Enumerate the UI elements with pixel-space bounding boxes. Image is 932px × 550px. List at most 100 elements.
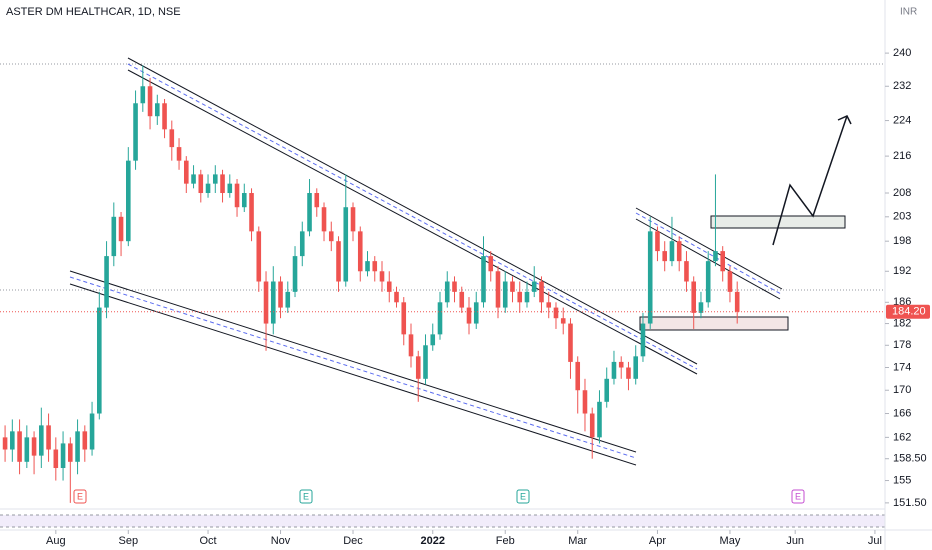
candle-body xyxy=(154,103,160,117)
candle-body xyxy=(691,281,697,313)
candle-body xyxy=(618,361,624,368)
candle-body xyxy=(495,271,501,308)
candle-body xyxy=(111,216,117,257)
candle-body xyxy=(118,216,124,242)
x-tick-label: Dec xyxy=(343,535,363,547)
event-marker xyxy=(299,489,313,504)
y-tick-label: 170 xyxy=(893,384,911,396)
candle-body xyxy=(292,256,298,292)
candle-body xyxy=(394,291,399,303)
channel-line xyxy=(127,57,698,365)
candle-body xyxy=(24,437,30,462)
candle-body xyxy=(502,281,508,308)
y-tick-label: 232 xyxy=(893,80,911,92)
y-tick-label: 174 xyxy=(893,361,911,373)
x-tick-label: May xyxy=(720,535,741,547)
chart-title: ASTER DM HEALTHCAR, 1D, NSE xyxy=(6,6,181,18)
candle-body xyxy=(597,401,602,438)
candles xyxy=(2,65,740,503)
candle-body xyxy=(2,437,8,450)
candle-body xyxy=(97,307,102,414)
candle-body xyxy=(343,207,349,282)
candle-body xyxy=(401,302,407,335)
event-marker xyxy=(791,489,805,504)
candle-body xyxy=(568,323,573,362)
candle-body xyxy=(205,183,211,194)
candle-body xyxy=(328,231,334,242)
zone-box xyxy=(639,316,789,331)
candle-body xyxy=(713,251,718,262)
channel-mid xyxy=(69,276,637,459)
candle-body xyxy=(17,431,22,462)
x-tick-label: Sep xyxy=(119,535,139,547)
channel-mid xyxy=(127,63,698,370)
channel-line xyxy=(69,270,637,453)
candle-body xyxy=(437,302,443,335)
candle-body xyxy=(640,323,646,357)
candle-body xyxy=(75,431,80,462)
candle-body xyxy=(249,193,254,232)
indicator-pane xyxy=(0,508,885,528)
candle-body xyxy=(517,291,523,303)
y-tick-label: 198 xyxy=(893,235,911,247)
candle-body xyxy=(546,302,552,308)
y-tick-label: 192 xyxy=(893,265,911,277)
drawings xyxy=(69,57,852,466)
candle-body xyxy=(611,361,617,379)
candle-body xyxy=(147,86,153,117)
candle-body xyxy=(53,449,59,469)
x-tick-label: 2022 xyxy=(421,535,445,547)
candle-body xyxy=(241,193,247,208)
candle-body xyxy=(720,251,726,272)
y-tick-label: 151.50 xyxy=(893,497,927,509)
candle-body xyxy=(524,291,530,303)
candle-body xyxy=(39,425,44,456)
candle-body xyxy=(350,207,356,232)
candle-body xyxy=(227,183,233,194)
y-tick-label: 162 xyxy=(893,431,911,443)
candle-body xyxy=(539,281,544,303)
candle-body xyxy=(698,302,704,313)
x-tick-label: Jun xyxy=(786,535,804,547)
candle-body xyxy=(321,207,327,232)
candle-body xyxy=(270,281,276,324)
projection-arrow xyxy=(772,115,848,246)
candle-body xyxy=(647,231,653,324)
x-tick-label: Aug xyxy=(46,535,66,547)
candle-body xyxy=(575,361,581,391)
x-tick-label: Apr xyxy=(649,535,666,547)
y-tick-label: 224 xyxy=(893,114,911,126)
candle-body xyxy=(676,241,682,262)
candle-body xyxy=(560,318,566,324)
x-tick-label: Mar xyxy=(568,535,587,547)
y-tick-label: 178 xyxy=(893,339,911,351)
candle-body xyxy=(299,231,305,257)
candle-body xyxy=(430,334,436,346)
candle-body xyxy=(459,291,465,308)
candle-body xyxy=(133,103,138,161)
candle-body xyxy=(104,256,109,308)
candle-body xyxy=(46,425,51,450)
y-tick-label: 155 xyxy=(893,474,911,486)
x-tick-label: Jul xyxy=(868,535,882,547)
candle-body xyxy=(198,174,204,194)
candle-body xyxy=(256,231,262,282)
arrow-head xyxy=(837,115,852,125)
price-tag-label: 184.20 xyxy=(892,306,926,318)
candle-body xyxy=(589,413,595,438)
candle-body xyxy=(386,281,392,292)
candle-body xyxy=(68,443,73,462)
candle-body xyxy=(212,174,218,184)
candle-body xyxy=(444,281,450,303)
candle-body xyxy=(415,356,421,379)
channel-line xyxy=(635,207,783,290)
candle-body xyxy=(604,378,610,402)
candle-body xyxy=(734,291,740,312)
candle-body xyxy=(553,307,559,319)
x-tick-label: Feb xyxy=(496,535,515,547)
candle-body xyxy=(582,390,588,414)
candle-body xyxy=(365,261,370,272)
y-tick-label: 182 xyxy=(893,317,911,329)
candle-body xyxy=(357,231,363,272)
candle-body xyxy=(89,413,95,450)
